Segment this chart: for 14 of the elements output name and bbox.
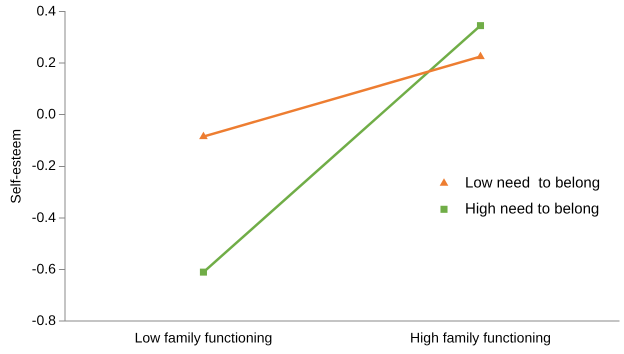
y-tick-label: -0.8 (32, 312, 56, 328)
legend-label: High need to belong (465, 200, 600, 218)
y-tick-label: 0.0 (36, 106, 56, 122)
y-tick-label: 0.4 (36, 2, 56, 18)
point (476, 22, 484, 30)
y-tick-label: 0.2 (36, 54, 56, 70)
y-tick-label: -0.4 (32, 208, 56, 225)
x-tick-label: Low family functioning (134, 329, 272, 346)
y-axis-title: Self-esteem (7, 128, 24, 204)
point (200, 268, 207, 276)
x-tick-label: High family functioning (410, 329, 551, 346)
legend-label: Low need to belong (465, 174, 600, 192)
y-tick-label: -0.6 (32, 260, 56, 276)
y-tick-label: -0.2 (32, 157, 56, 174)
